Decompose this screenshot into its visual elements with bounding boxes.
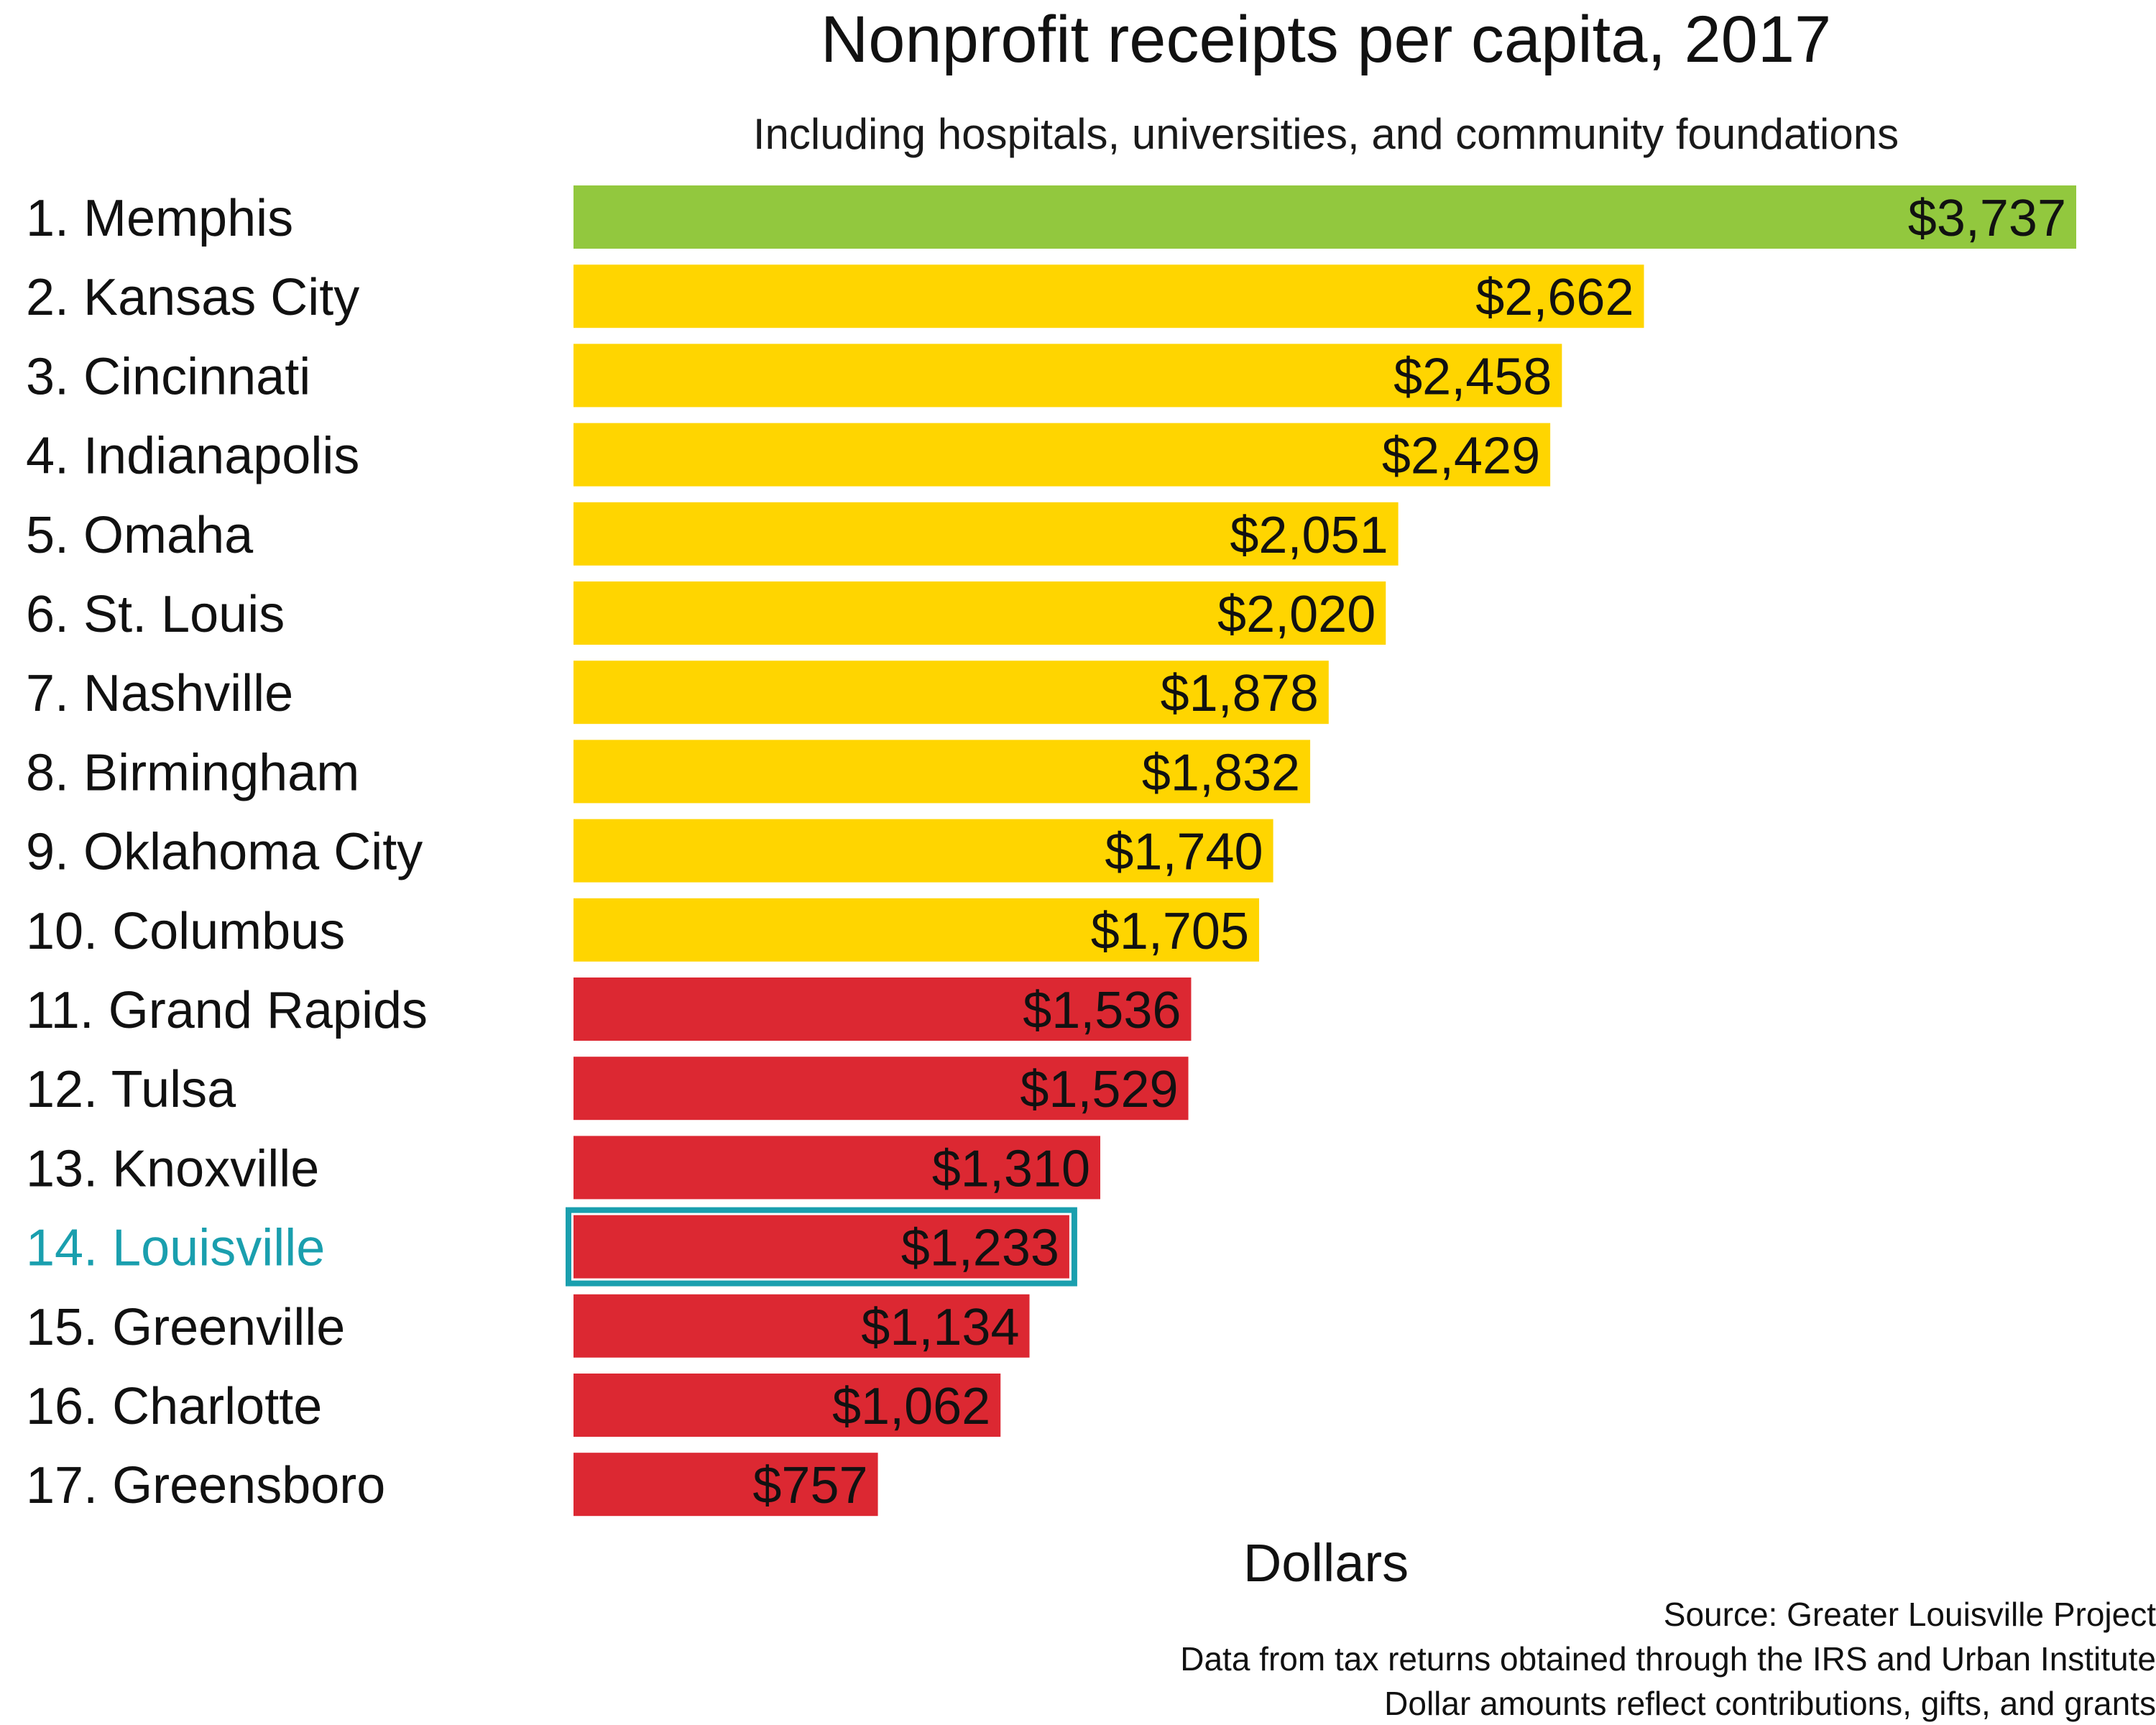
bar-13 [573, 1136, 1100, 1200]
category-label: 12. Tulsa [26, 1061, 236, 1118]
bar-1 [573, 185, 2076, 249]
category-label: 17. Greensboro [26, 1457, 385, 1514]
category-label: 13. Knoxville [26, 1140, 319, 1197]
data-note: Data from tax returns obtained through t… [1180, 1640, 2156, 1678]
category-label: 15. Greenville [26, 1299, 345, 1356]
category-label: 7. Nashville [26, 665, 293, 722]
value-label: $3,737 [1908, 190, 2066, 247]
bar-11 [573, 978, 1192, 1041]
value-label: $1,529 [1020, 1061, 1178, 1118]
category-label: 5. Omaha [26, 507, 254, 564]
value-label: $1,832 [1142, 744, 1300, 801]
category-label: 6. St. Louis [26, 586, 285, 643]
bar-5 [573, 502, 1399, 566]
value-label: $1,878 [1161, 665, 1319, 722]
bar-15 [573, 1294, 1030, 1358]
highlight-outline [566, 1207, 1077, 1287]
bar-14 [573, 1215, 1069, 1279]
bar-8 [573, 740, 1311, 804]
value-label: $2,020 [1217, 586, 1376, 643]
category-label: 10. Columbus [26, 903, 345, 960]
category-label: 2. Kansas City [26, 269, 359, 326]
bar-10 [573, 898, 1260, 962]
category-label: 9. Oklahoma City [26, 824, 423, 881]
value-label: $1,134 [861, 1299, 1019, 1356]
category-label: 14. Louisville [26, 1220, 325, 1277]
bar-2 [573, 264, 1644, 328]
category-label: 16. Charlotte [26, 1378, 322, 1435]
value-label: $1,740 [1105, 824, 1263, 881]
category-label: 11. Grand Rapids [26, 982, 428, 1039]
value-label: $2,458 [1393, 348, 1552, 405]
value-label: $2,429 [1382, 428, 1540, 485]
value-label: $757 [752, 1457, 867, 1514]
value-label: $2,662 [1475, 269, 1634, 326]
x-axis-label: Dollars [1243, 1533, 1409, 1593]
category-label: 4. Indianapolis [26, 428, 359, 485]
bar-16 [573, 1374, 1001, 1437]
chart-title: Nonprofit receipts per capita, 2017 [820, 3, 1832, 76]
bar-3 [573, 344, 1562, 408]
bar-12 [573, 1057, 1189, 1121]
amount-note: Dollar amounts reflect contributions, gi… [1384, 1685, 2156, 1722]
bar-4 [573, 423, 1551, 487]
bar-7 [573, 661, 1329, 724]
chart-subtitle: Including hospitals, universities, and c… [752, 110, 1899, 158]
value-label: $1,536 [1023, 982, 1181, 1039]
category-label: 8. Birmingham [26, 744, 359, 801]
bar-17 [573, 1453, 878, 1517]
category-label: 1. Memphis [26, 190, 293, 247]
bar-6 [573, 581, 1386, 645]
category-label: 3. Cincinnati [26, 348, 310, 405]
source-note: Source: Greater Louisville Project [1663, 1596, 2156, 1633]
value-label: $1,310 [932, 1140, 1090, 1197]
value-label: $1,062 [832, 1378, 990, 1435]
value-label: $1,705 [1091, 903, 1249, 960]
value-label: $1,233 [901, 1220, 1059, 1277]
bar-9 [573, 819, 1273, 883]
value-label: $2,051 [1230, 507, 1388, 564]
